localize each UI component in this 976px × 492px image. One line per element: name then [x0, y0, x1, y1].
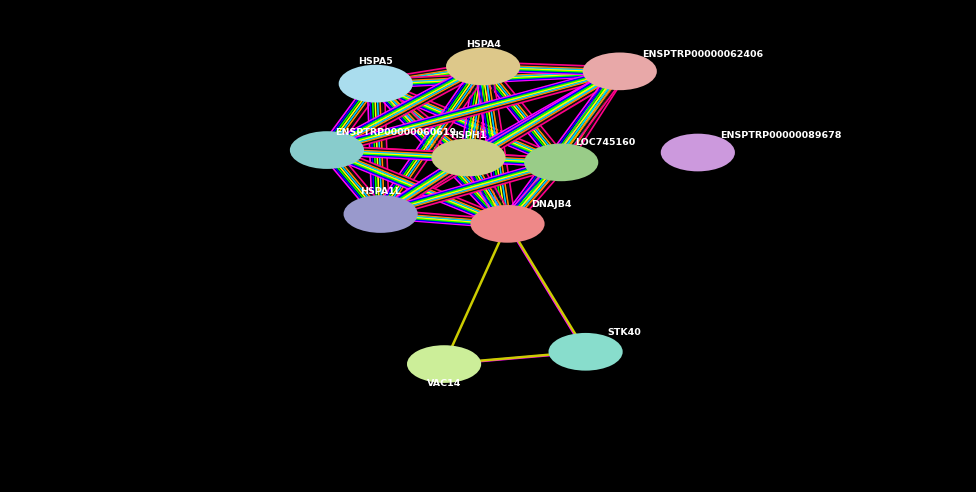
Ellipse shape — [583, 53, 657, 90]
Text: ENSPTRP00000060619: ENSPTRP00000060619 — [335, 128, 456, 137]
Ellipse shape — [524, 144, 598, 181]
Text: ENSPTRP00000062406: ENSPTRP00000062406 — [642, 50, 763, 59]
Text: HSPH1: HSPH1 — [450, 131, 487, 140]
Ellipse shape — [661, 134, 735, 171]
Text: VAC14: VAC14 — [427, 379, 462, 388]
Text: DNAJB4: DNAJB4 — [531, 200, 572, 209]
Ellipse shape — [446, 48, 520, 85]
Ellipse shape — [470, 205, 545, 243]
Ellipse shape — [549, 333, 623, 370]
Text: HSPA4: HSPA4 — [466, 40, 501, 49]
Text: STK40: STK40 — [608, 328, 641, 337]
Ellipse shape — [344, 195, 418, 233]
Ellipse shape — [290, 131, 364, 169]
Ellipse shape — [339, 65, 413, 102]
Text: HSPA1L: HSPA1L — [360, 187, 401, 196]
Ellipse shape — [431, 139, 506, 176]
Text: LOC745160: LOC745160 — [575, 138, 635, 147]
Ellipse shape — [407, 345, 481, 383]
Text: HSPA5: HSPA5 — [358, 57, 393, 66]
Text: ENSPTRP00000089678: ENSPTRP00000089678 — [720, 131, 841, 140]
